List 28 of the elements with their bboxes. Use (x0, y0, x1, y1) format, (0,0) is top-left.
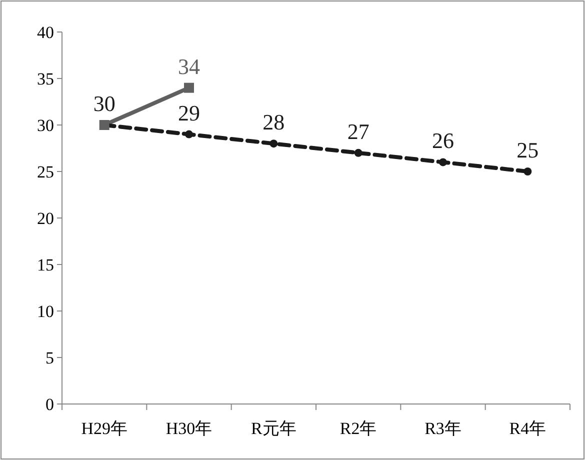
data-label: 29 (178, 100, 200, 126)
y-tick-label: 5 (46, 348, 54, 368)
point (524, 168, 532, 176)
point (354, 148, 362, 157)
x-tick-label: R3年 (424, 419, 462, 438)
x-tick-label: H29年 (81, 419, 128, 438)
data-label: 34 (178, 54, 200, 79)
data-label: 25 (516, 138, 539, 162)
point (439, 158, 447, 166)
y-tick-label: 30 (37, 116, 54, 135)
x-tick-label: R2年 (340, 419, 377, 438)
y-tick-label: 40 (37, 23, 54, 42)
data-label: 30 (93, 91, 116, 116)
point (185, 130, 193, 138)
y-tick-label: 35 (37, 70, 54, 88)
data-label: 28 (262, 110, 285, 135)
y-tick-label: 10 (37, 302, 54, 321)
y-tick-label: 0 (46, 395, 54, 414)
x-tick-label: R4年 (509, 419, 546, 438)
y-tick-label: 25 (37, 162, 54, 182)
y-tick-label: 20 (37, 209, 54, 228)
data-label: 26 (432, 128, 454, 154)
x-tick-label: H30年 (166, 419, 212, 438)
x-tick-label: R元年 (250, 419, 296, 438)
point (270, 140, 278, 148)
data-label: 27 (347, 118, 370, 144)
point (184, 82, 194, 93)
y-tick-label: 15 (37, 256, 54, 274)
